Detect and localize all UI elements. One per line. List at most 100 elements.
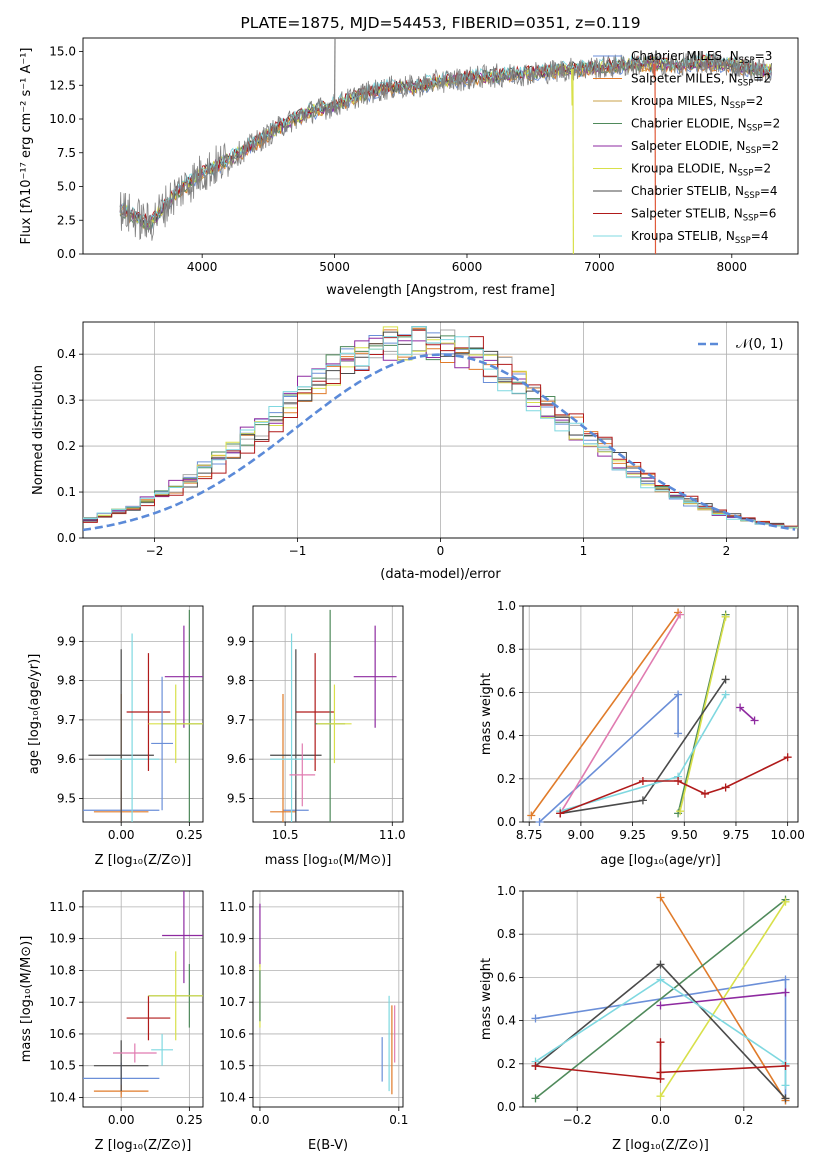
axes-frame bbox=[522, 605, 799, 823]
age-vs-mass-axes: 10.5 11.0 9.5 9.6 9.7 9.8 9.9 bbox=[227, 605, 406, 842]
y-tick-label: 10.5 bbox=[49, 1059, 76, 1073]
x-axis-label: Z [log₁₀(Z/Z⊙)] bbox=[95, 853, 192, 868]
weight-marker bbox=[656, 1068, 665, 1077]
weight-line bbox=[559, 614, 681, 814]
weight-marker bbox=[638, 776, 647, 785]
weight-line bbox=[535, 1042, 786, 1080]
normal-curve bbox=[83, 353, 796, 532]
weight-marker bbox=[781, 975, 790, 984]
x-tick-label: 6000 bbox=[452, 260, 483, 274]
residual-histogram bbox=[83, 329, 798, 527]
y-axis-label: mass weight bbox=[479, 958, 494, 1040]
x-tick-label: 9.75 bbox=[723, 828, 750, 842]
mass-vs-EBV-plot bbox=[259, 903, 396, 1095]
y-tick-label: 0.0 bbox=[497, 815, 516, 829]
y-tick-label: 0.8 bbox=[497, 927, 516, 941]
x-tick-label: 8.75 bbox=[516, 828, 543, 842]
y-tick-label: 10.8 bbox=[219, 963, 246, 977]
y-tick-label: 10.9 bbox=[219, 932, 246, 946]
y-tick-label: 1.0 bbox=[497, 599, 516, 613]
y-tick-label: 9.7 bbox=[227, 713, 246, 727]
y-tick-label: 9.7 bbox=[57, 713, 76, 727]
weight-marker bbox=[638, 796, 647, 805]
y-tick-label: 9.8 bbox=[227, 674, 246, 688]
weight-line bbox=[530, 612, 679, 816]
histogram-plot bbox=[83, 326, 798, 532]
x-tick-label: 0.00 bbox=[108, 828, 135, 842]
x-tick-label: 0.25 bbox=[176, 828, 203, 842]
x-tick-label: 11.0 bbox=[379, 828, 406, 842]
weight-marker bbox=[674, 729, 683, 738]
y-tick-label: 7.5 bbox=[57, 146, 76, 160]
weight-vs-Z-axes: −0.2 0.0 0.2 0.0 0.2 0.4 0.6 0.8 1.0 bbox=[497, 884, 799, 1127]
data-spectrum-line bbox=[119, 50, 772, 241]
axes-frame bbox=[82, 890, 204, 1108]
y-tick-label: 1.0 bbox=[497, 884, 516, 898]
y-tick-label: 5.0 bbox=[57, 180, 76, 194]
y-tick-label: 10.7 bbox=[49, 995, 76, 1009]
x-tick-label: −2 bbox=[146, 544, 164, 558]
y-tick-label: 0.6 bbox=[497, 685, 516, 699]
weight-marker bbox=[781, 1081, 790, 1090]
weight-marker bbox=[721, 783, 730, 792]
x-tick-label: 9.25 bbox=[619, 828, 646, 842]
spectrum-spike bbox=[572, 69, 575, 254]
y-tick-label: 0.4 bbox=[57, 347, 76, 361]
x-axis-label: age [log₁₀(age/yr)] bbox=[600, 853, 721, 868]
axes-frame bbox=[252, 890, 404, 1108]
weight-marker bbox=[656, 975, 665, 984]
legend-label: Chabrier ELODIE, NSSP=2 bbox=[631, 117, 780, 134]
weight-marker bbox=[750, 716, 759, 725]
weight-marker bbox=[531, 1014, 540, 1023]
x-tick-label: 0.1 bbox=[389, 1113, 408, 1127]
weight-marker bbox=[721, 690, 730, 699]
y-tick-label: 10.8 bbox=[49, 963, 76, 977]
x-tick-label: 0.0 bbox=[651, 1113, 670, 1127]
weight-marker bbox=[721, 675, 730, 684]
legend-label: 𝒩(0, 1) bbox=[736, 337, 783, 352]
weight-line bbox=[535, 898, 786, 1100]
weight-marker bbox=[556, 809, 565, 818]
y-tick-label: 0.2 bbox=[497, 1057, 516, 1071]
legend-label: Chabrier MILES, NSSP=3 bbox=[631, 49, 772, 66]
x-tick-label: 9.00 bbox=[568, 828, 595, 842]
y-tick-label: 9.6 bbox=[57, 752, 76, 766]
y-tick-label: 10.7 bbox=[219, 995, 246, 1009]
y-tick-label: 10.6 bbox=[49, 1027, 76, 1041]
y-tick-label: 15.0 bbox=[49, 45, 76, 59]
weight-marker bbox=[781, 988, 790, 997]
x-tick-label: −1 bbox=[289, 544, 307, 558]
x-axis-label: Z [log₁₀(Z/Z⊙)] bbox=[612, 1138, 709, 1153]
x-tick-label: 0.2 bbox=[734, 1113, 753, 1127]
x-tick-label: 1 bbox=[580, 544, 588, 558]
weight-line bbox=[559, 756, 789, 815]
y-tick-label: 9.5 bbox=[57, 791, 76, 805]
age-vs-mass-plot bbox=[270, 609, 397, 822]
weight-marker bbox=[721, 612, 730, 621]
y-tick-label: 9.5 bbox=[227, 791, 246, 805]
weight-line bbox=[739, 706, 756, 722]
y-tick-label: 10.9 bbox=[49, 932, 76, 946]
age-vs-Z-plot bbox=[83, 609, 203, 822]
legend-label: Kroupa ELODIE, NSSP=2 bbox=[631, 162, 771, 179]
weight-vs-Z-plot bbox=[531, 893, 790, 1105]
y-axis-label: mass [log₁₀(M/M⊙)] bbox=[19, 936, 34, 1063]
weight-line bbox=[560, 678, 727, 815]
spectrum-legend: Chabrier MILES, NSSP=3 Salpeter MILES, NS… bbox=[593, 49, 780, 246]
spectrum-spike bbox=[333, 38, 336, 106]
weight-marker bbox=[531, 1061, 540, 1070]
axes-frame bbox=[82, 605, 204, 823]
weight-line bbox=[660, 991, 786, 1007]
x-axis-label: (data-model)/error bbox=[380, 567, 501, 582]
y-axis-label: Normed distribution bbox=[31, 365, 46, 495]
x-tick-label: 10.00 bbox=[770, 828, 804, 842]
weight-vs-age-axes: 8.75 9.00 9.25 9.50 9.75 10.00 0.0 0.2 0.4 0.6 0.8… bbox=[497, 599, 805, 842]
model-spectrum-line bbox=[119, 53, 772, 227]
x-tick-label: 9.50 bbox=[671, 828, 698, 842]
chart-title: PLATE=1875, MJD=54453, FIBERID=0351, z=0… bbox=[240, 14, 640, 32]
weight-marker bbox=[781, 1094, 790, 1103]
y-axis-label: Flux [fλ10⁻¹⁷ erg cm⁻² s⁻¹ A⁻¹] bbox=[19, 48, 34, 245]
y-tick-label: 0.3 bbox=[57, 393, 76, 407]
x-tick-label: 0.0 bbox=[250, 1113, 269, 1127]
y-tick-label: 0.4 bbox=[497, 1014, 516, 1028]
